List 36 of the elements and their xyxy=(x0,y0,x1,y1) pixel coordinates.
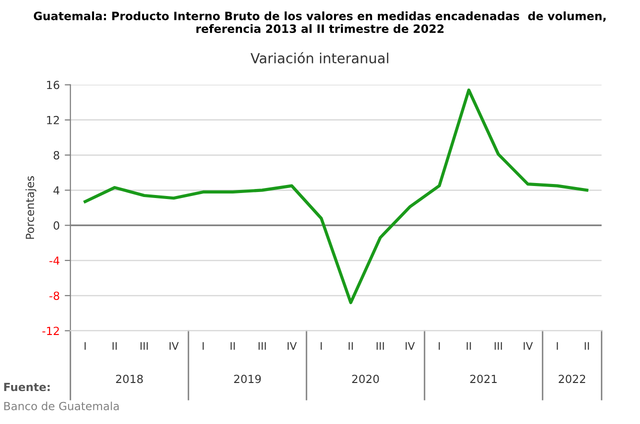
source-note: Fuente: xyxy=(4,382,50,392)
x-tick-label: II xyxy=(112,342,117,350)
text: 2022 xyxy=(558,374,586,384)
y-tick-label: 16 xyxy=(47,80,60,90)
x-tick-label: I xyxy=(438,342,440,350)
y-tick-label: 12 xyxy=(47,116,59,124)
chart-title: Guatemala: Producto Interno Bruto de los valores en medidas encadenadas de volumen, referencia 2013 al II trimestre de 2022 xyxy=(34,11,606,33)
x-tick-label: I xyxy=(84,342,86,350)
chart-subtitle: Variación interanual xyxy=(250,52,388,64)
text: 2021 xyxy=(470,374,497,384)
x-tick-label: IV xyxy=(170,342,179,350)
y-tick-label: -8 xyxy=(49,292,60,300)
y-tick-label: 4 xyxy=(53,186,60,194)
text: 2018 xyxy=(116,374,143,384)
x-tick-label: II xyxy=(230,342,235,350)
x-tick-label: I xyxy=(320,342,322,350)
x-tick-label: III xyxy=(376,342,384,350)
x-tick-label: IV xyxy=(406,342,415,350)
x-tick-label: II xyxy=(584,342,589,350)
text: 2020 xyxy=(352,374,379,384)
y-axis-title: Porcentajes xyxy=(26,176,36,239)
x-tick-label: III xyxy=(258,342,266,350)
y-tick-label: -4 xyxy=(49,256,60,265)
x-tick-label: II xyxy=(348,342,353,350)
text: 2019 xyxy=(234,374,261,384)
x-tick-label: III xyxy=(140,342,148,350)
x-tick-label: I xyxy=(202,342,204,350)
x-tick-label: III xyxy=(494,342,502,350)
x-tick-label: I xyxy=(556,342,558,350)
y-tick-label: -12 xyxy=(42,326,59,335)
text: Banco de Guatemala xyxy=(4,402,119,410)
x-tick-label: IV xyxy=(288,342,297,350)
y-tick-label: 0 xyxy=(54,221,60,230)
x-tick-label: IV xyxy=(524,342,533,350)
x-tick-label: II xyxy=(466,342,471,350)
y-tick-label: 8 xyxy=(54,151,60,160)
